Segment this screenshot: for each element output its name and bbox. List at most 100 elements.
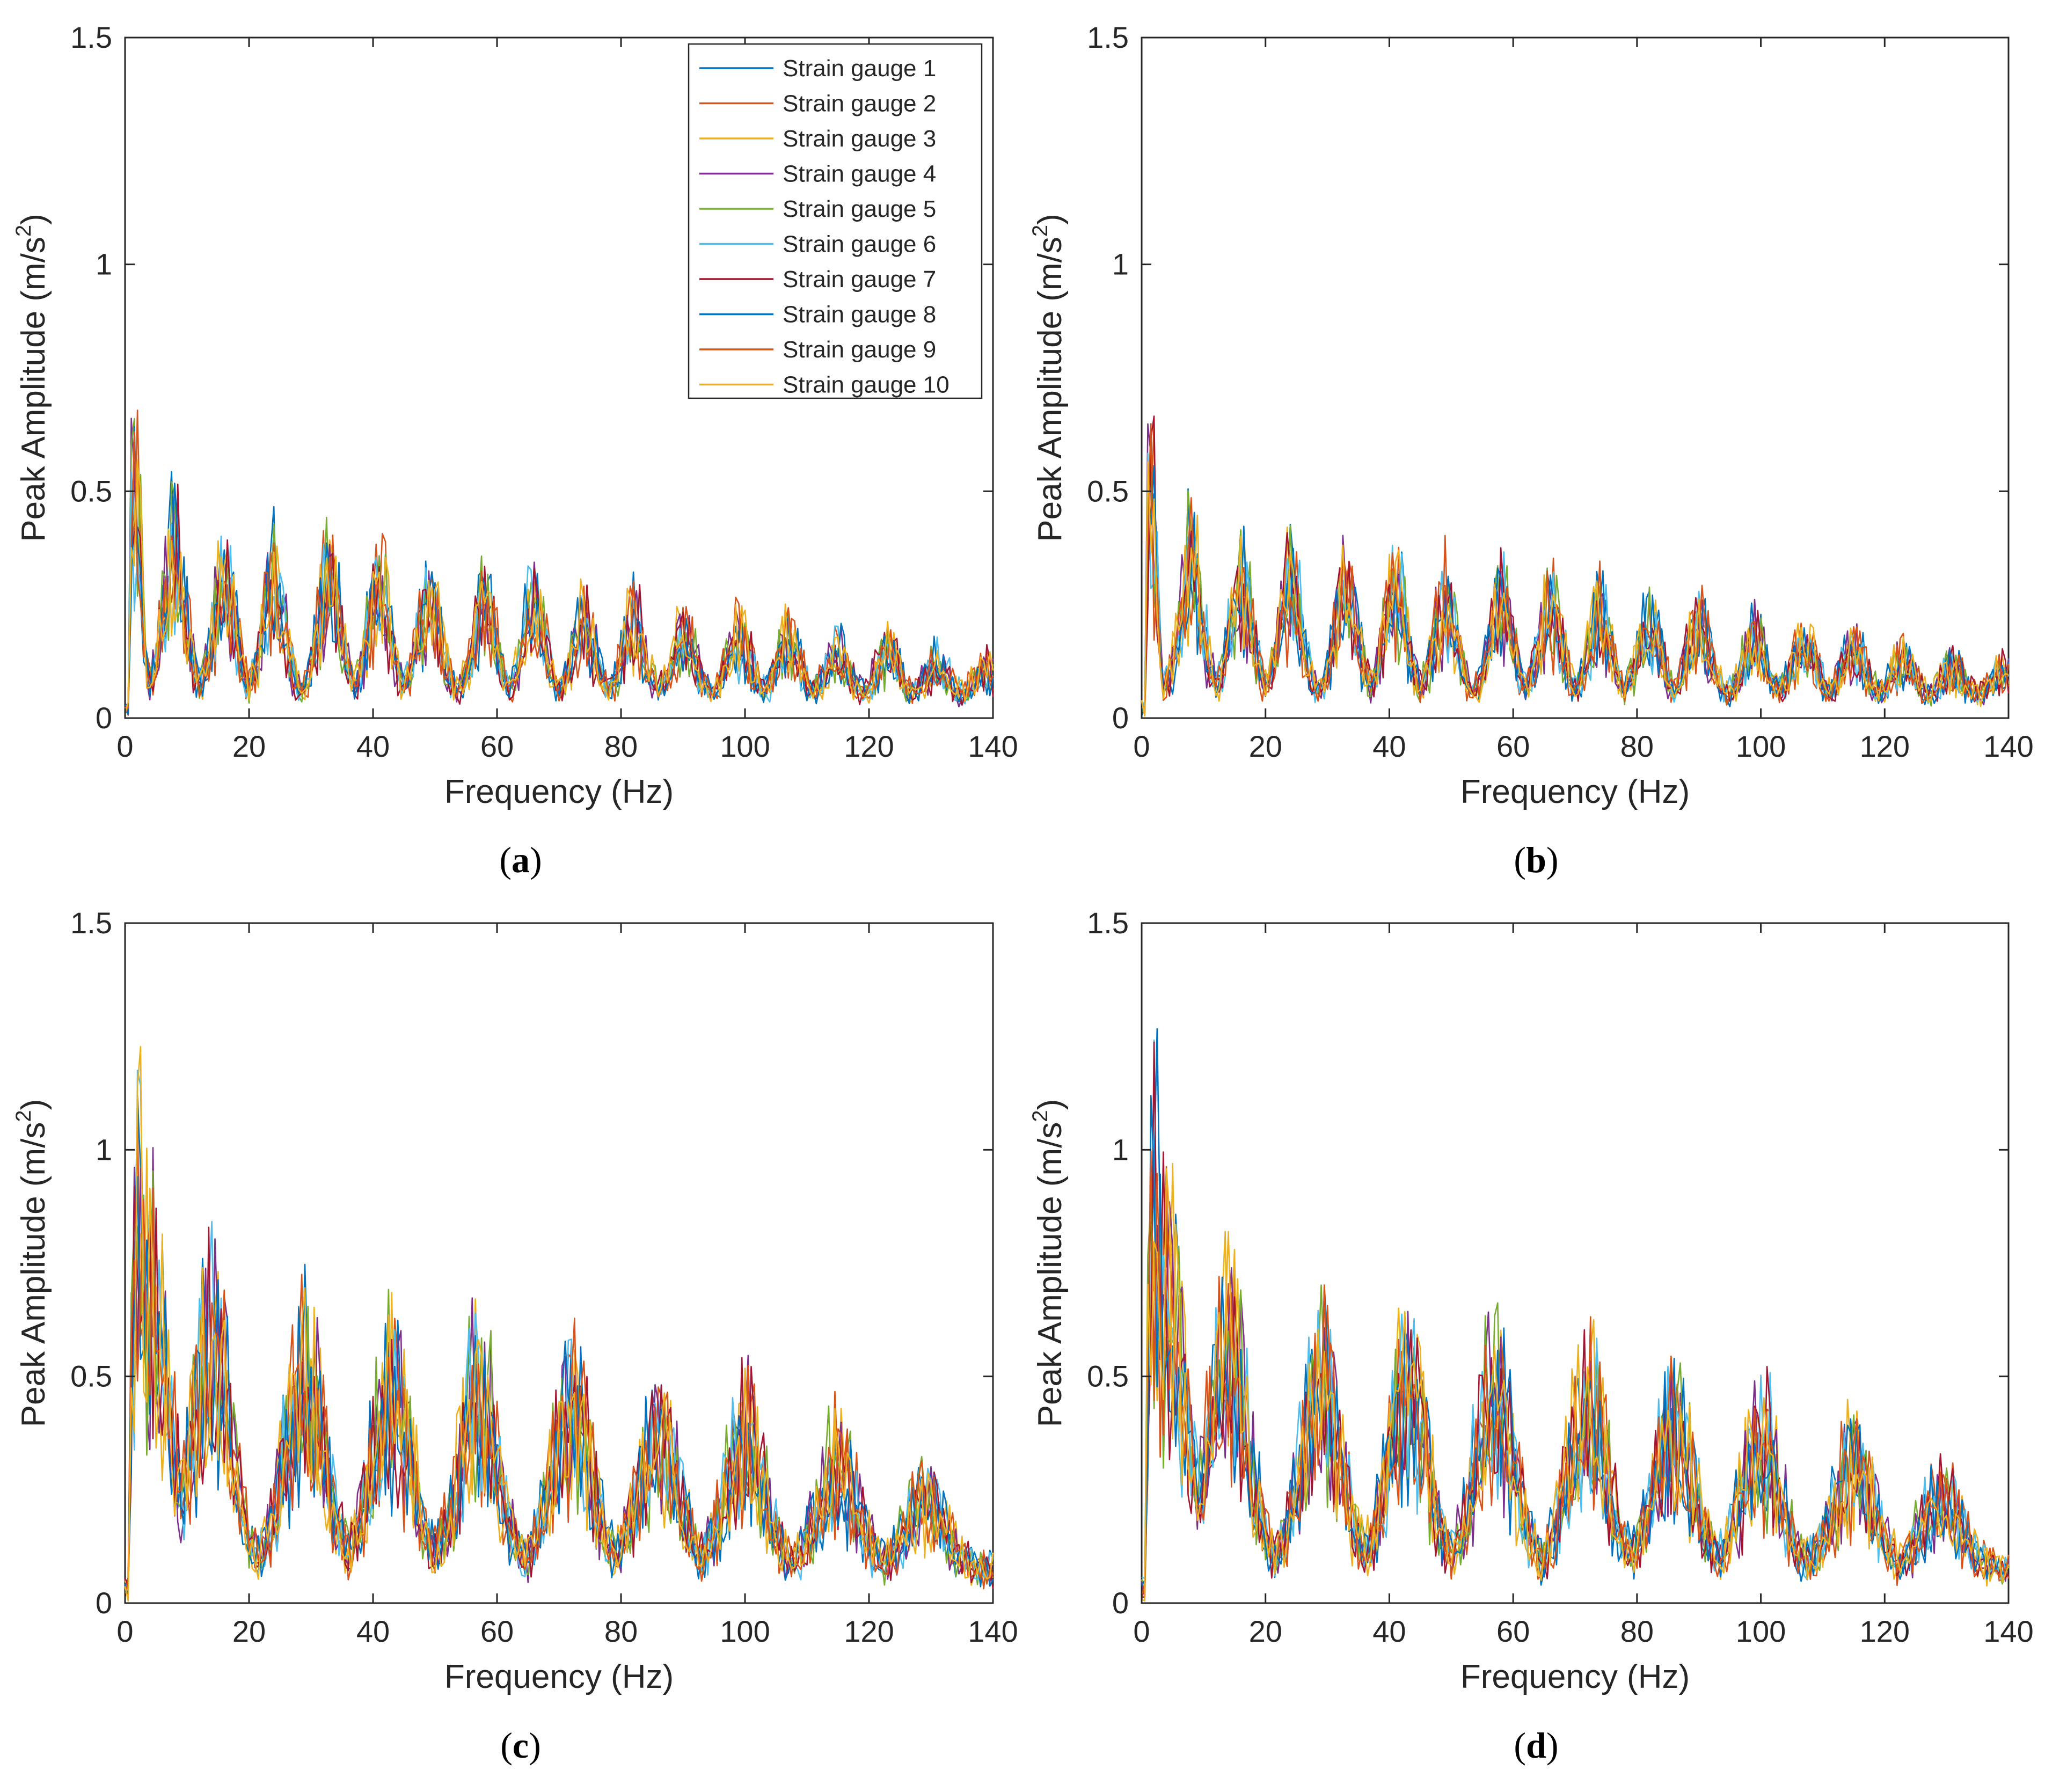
- legend-entry-4: Strain gauge 4: [783, 161, 936, 187]
- y-axis-title-main: Peak Amplitude (m/s: [1032, 1122, 1069, 1428]
- y-axis-title: Peak Amplitude (m/s2): [1028, 1099, 1069, 1427]
- y-tick-label: 1.5: [1087, 20, 1129, 54]
- series-line-9: [1141, 423, 2010, 714]
- x-tick-label: 60: [480, 1614, 514, 1648]
- series-line-10: [124, 1045, 994, 1602]
- y-axis-title: Peak Amplitude (m/s2): [12, 214, 52, 542]
- legend-entry-10: Strain gauge 10: [783, 372, 950, 398]
- panel-caption-letter: a: [512, 839, 530, 880]
- y-tick-label: 0: [96, 701, 112, 735]
- x-axis-title: Frequency (Hz): [444, 1658, 674, 1695]
- x-tick-label: 20: [232, 729, 266, 763]
- x-tick-label: 0: [116, 729, 133, 763]
- y-axis-title-close: ): [15, 214, 52, 225]
- x-tick-label: 40: [356, 729, 390, 763]
- series-line-6: [1141, 452, 2010, 712]
- y-axis-title-close: ): [1032, 1099, 1069, 1110]
- legend-entry-9: Strain gauge 9: [783, 337, 936, 363]
- x-axis-title: Frequency (Hz): [444, 773, 674, 810]
- y-axis-title-superscript: 2: [12, 225, 35, 237]
- y-tick-label: 1.5: [1087, 906, 1129, 940]
- panel-caption: (d): [1514, 1725, 1558, 1766]
- series-line-10: [1141, 1168, 2010, 1602]
- x-tick-label: 0: [116, 1614, 133, 1648]
- panel-caption: (b): [1514, 839, 1558, 880]
- legend-entry-3: Strain gauge 3: [783, 126, 936, 152]
- x-tick-label: 100: [720, 729, 770, 763]
- y-axis-title-superscript: 2: [1028, 225, 1052, 237]
- legend-entry-6: Strain gauge 6: [783, 231, 936, 258]
- x-axis-title: Frequency (Hz): [1460, 773, 1690, 810]
- x-tick-label: 140: [968, 729, 1018, 763]
- x-tick-label: 80: [604, 729, 638, 763]
- x-tick-label: 120: [844, 1614, 894, 1648]
- y-tick-label: 0.5: [1087, 1359, 1129, 1393]
- y-axis-title: Peak Amplitude (m/s2): [1028, 214, 1069, 542]
- series-line-8: [124, 1176, 994, 1597]
- series-line-8: [124, 426, 994, 715]
- panel-caption: (a): [499, 839, 542, 880]
- panel-caption-letter: d: [1526, 1725, 1546, 1766]
- panel-caption-close: ): [529, 1725, 541, 1766]
- x-tick-label: 60: [480, 729, 514, 763]
- x-tick-label: 80: [1620, 729, 1654, 763]
- legend-entry-8: Strain gauge 8: [783, 302, 936, 328]
- x-tick-label: 20: [1249, 1614, 1282, 1648]
- series-group: [124, 409, 994, 716]
- x-tick-label: 140: [1983, 1614, 2033, 1648]
- y-axis-title: Peak Amplitude (m/s2): [12, 1099, 52, 1427]
- legend-entry-2: Strain gauge 2: [783, 91, 936, 117]
- series-line-10: [124, 462, 994, 714]
- series-line-8: [1141, 1094, 2009, 1586]
- y-axis-title-superscript: 2: [1028, 1110, 1052, 1122]
- panel-caption-letter: c: [513, 1725, 529, 1766]
- y-tick-label: 1.5: [70, 906, 112, 940]
- x-axis-title: Frequency (Hz): [1460, 1658, 1690, 1695]
- x-tick-label: 120: [1860, 1614, 1910, 1648]
- series-line-9: [125, 431, 994, 709]
- x-tick-label: 120: [844, 729, 894, 763]
- y-tick-label: 0.5: [70, 1359, 112, 1393]
- series-line-9: [124, 1187, 994, 1598]
- panel-caption: (c): [500, 1725, 541, 1766]
- x-tick-label: 100: [720, 1614, 770, 1648]
- x-tick-label: 140: [968, 1614, 1018, 1648]
- chart-panel-b: 0 20 40 60 80 100 120 140 0 0.5 1 1.5 Frequency (Hz)…: [1028, 20, 2034, 880]
- x-tick-label: 20: [1249, 729, 1282, 763]
- x-tick-label: 40: [1372, 729, 1406, 763]
- series-group: [124, 1045, 994, 1602]
- y-tick-label: 1: [1112, 247, 1129, 281]
- series-line-10: [1141, 461, 2009, 717]
- y-tick-label: 1.5: [70, 20, 112, 54]
- y-axis-title-close: ): [15, 1099, 52, 1110]
- x-tick-label: 140: [1983, 729, 2033, 763]
- x-tick-label: 80: [1620, 1614, 1654, 1648]
- y-tick-label: 1: [96, 247, 112, 281]
- y-tick-label: 0: [96, 1586, 112, 1620]
- x-tick-label: 100: [1736, 1614, 1786, 1648]
- legend-entry-1: Strain gauge 1: [783, 55, 936, 82]
- y-tick-label: 1: [96, 1132, 112, 1166]
- y-axis-title-close: ): [1032, 214, 1069, 225]
- y-axis-title-superscript: 2: [12, 1110, 35, 1122]
- x-tick-label: 40: [1372, 1614, 1406, 1648]
- plot-area: [1141, 36, 2010, 719]
- panel-caption-open: (: [499, 839, 512, 880]
- legend: Strain gauge 1 Strain gauge 2 Strain gauge…: [688, 43, 983, 399]
- panel-caption-close: ): [1546, 839, 1559, 880]
- series-group: [1141, 415, 2010, 717]
- y-tick-label: 0.5: [1087, 474, 1129, 508]
- panel-caption-open: (: [1514, 1725, 1526, 1766]
- panel-caption-close: ): [1546, 1725, 1559, 1766]
- y-axis-title-main: Peak Amplitude (m/s: [15, 237, 52, 542]
- y-tick-label: 0.5: [70, 474, 112, 508]
- chart-panel-a: 0 20 40 60 80 100 120 140 0 0.5 1 1.5 Frequency (Hz)…: [12, 20, 1018, 880]
- x-tick-label: 60: [1496, 729, 1530, 763]
- series-group: [1141, 1028, 2010, 1602]
- panel-caption-close: ): [530, 839, 542, 880]
- legend-entry-5: Strain gauge 5: [783, 196, 936, 222]
- x-tick-label: 80: [604, 1614, 638, 1648]
- x-tick-label: 20: [232, 1614, 266, 1648]
- y-axis-title-main: Peak Amplitude (m/s: [1032, 237, 1069, 542]
